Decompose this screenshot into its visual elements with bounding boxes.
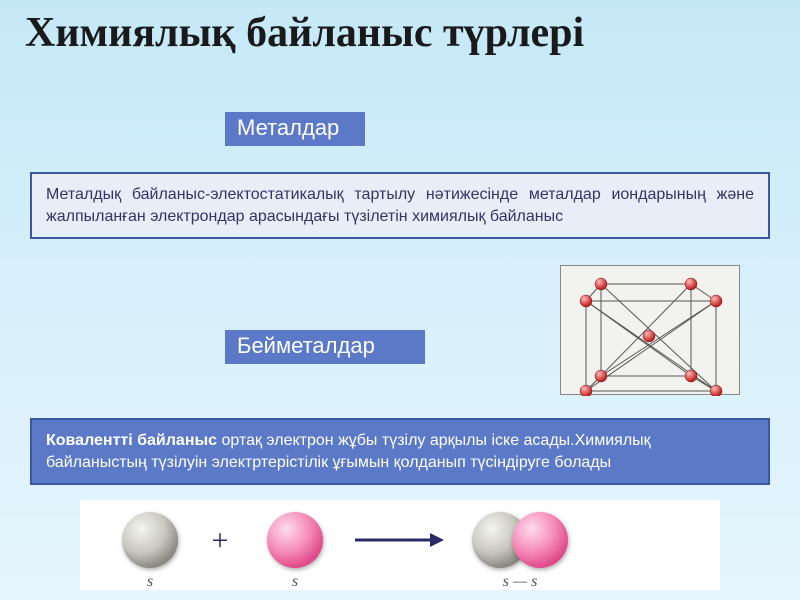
lattice-diagram xyxy=(560,265,740,395)
covalent-bold: Ковалентті байланыс xyxy=(46,432,217,449)
panel-covalent-bond: Ковалентті байланыс ортақ электрон жұбы … xyxy=(30,418,770,485)
svg-text:s — s: s — s xyxy=(503,573,538,590)
label-nonmetals: Бейметалдар xyxy=(225,330,425,364)
svg-text:s: s xyxy=(147,573,153,590)
orbital-diagram: s + s s — s xyxy=(80,500,720,590)
page-title: Химиялық байланыс түрлері xyxy=(25,10,584,56)
label-metals: Металдар xyxy=(225,112,365,146)
svg-text:s: s xyxy=(292,573,298,590)
panel-metallic-bond: Металдық байланыс-электостатикалық тарты… xyxy=(30,172,770,239)
svg-text:+: + xyxy=(212,524,229,557)
